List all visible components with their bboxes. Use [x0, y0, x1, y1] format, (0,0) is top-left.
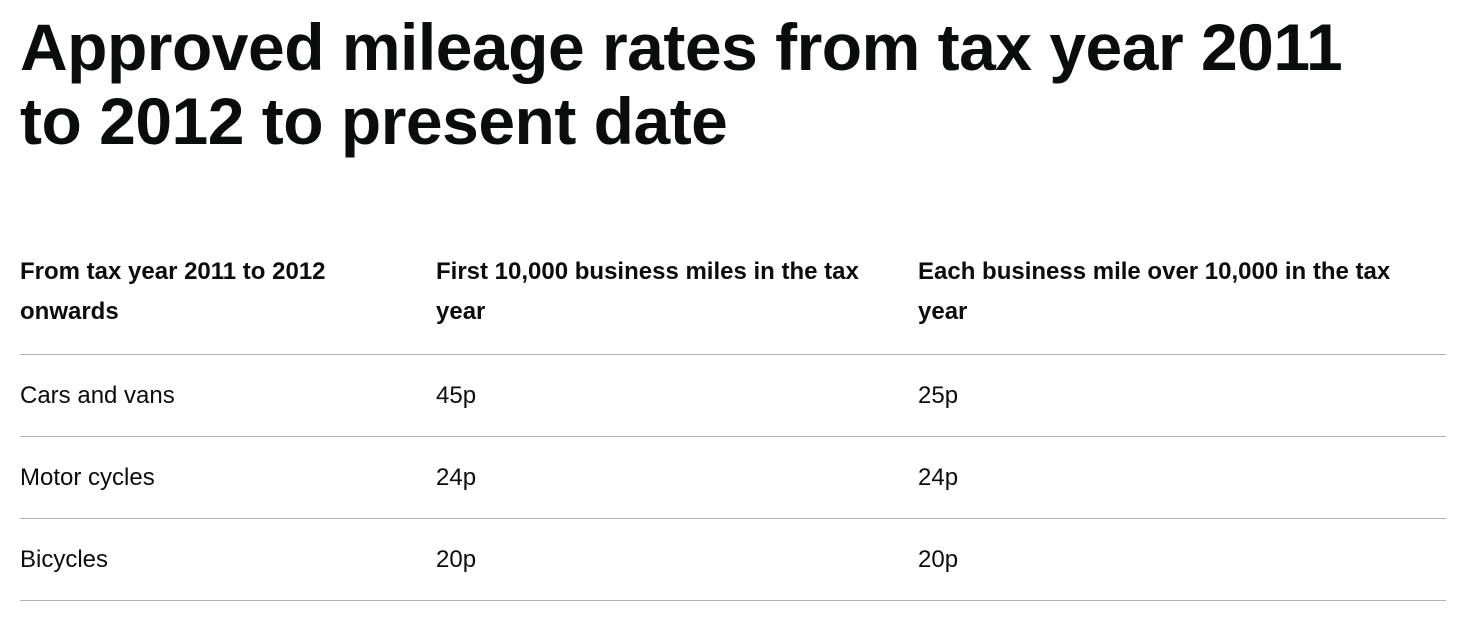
table-cell: 45p — [436, 354, 918, 437]
column-header: First 10,000 business miles in the tax y… — [436, 246, 918, 355]
page-title: Approved mileage rates from tax year 201… — [20, 10, 1343, 158]
table-cell: 25p — [918, 354, 1446, 437]
table-cell: 24p — [918, 436, 1446, 519]
column-header: Each business mile over 10,000 in the ta… — [918, 246, 1446, 355]
table-cell: Cars and vans — [20, 354, 436, 437]
header-row: From tax year 2011 to 2012 onwards First… — [20, 246, 1446, 355]
table-cell: 24p — [436, 436, 918, 519]
table-cell: 20p — [918, 518, 1446, 601]
table-row: Motor cycles 24p 24p — [20, 436, 1446, 519]
table-body: Cars and vans 45p 25p Motor cycles 24p 24p Bic… — [20, 354, 1446, 601]
table-row: Bicycles 20p 20p — [20, 518, 1446, 601]
table-cell: Bicycles — [20, 518, 436, 601]
table-row: Cars and vans 45p 25p — [20, 354, 1446, 437]
column-header: From tax year 2011 to 2012 onwards — [20, 246, 436, 355]
rates-table: From tax year 2011 to 2012 onwards First… — [20, 246, 1446, 601]
table-cell: Motor cycles — [20, 436, 436, 519]
table-cell: 20p — [436, 518, 918, 601]
